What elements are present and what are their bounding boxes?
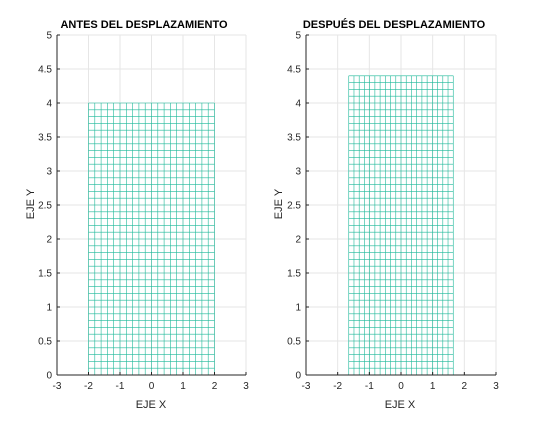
y-tick-label-after: 3.5 xyxy=(287,133,301,144)
xlabel-before: EJE X xyxy=(136,399,167,411)
ylabel-after: EJE Y xyxy=(273,188,285,219)
x-tick-label-before: -1 xyxy=(116,381,125,392)
y-tick-label-before: 4.5 xyxy=(38,65,52,76)
ylabel-before: EJE Y xyxy=(25,188,37,219)
title-before: ANTES DEL DESPLAZAMIENTO xyxy=(60,19,227,31)
y-tick-label-after: 0 xyxy=(295,371,301,382)
y-tick-label-after: 4 xyxy=(295,99,301,110)
x-tick-label-after: 1 xyxy=(430,381,436,392)
subplot-before: ANTES DEL DESPLAZAMIENTO EJE X EJE Y -3-… xyxy=(25,19,249,411)
x-tick-label-after: -1 xyxy=(365,381,374,392)
y-tick-label-before: 4 xyxy=(46,99,52,110)
y-tick-label-after: 3 xyxy=(295,167,301,178)
y-tick-label-after: 2 xyxy=(295,235,301,246)
axes-before: -3 -2 -1 0 1 2 3 0 0.5 1 1.5 2 2.5 3 3.5 4 4.5 5 xyxy=(38,31,249,393)
x-tick-label-after: 3 xyxy=(493,381,499,392)
x-tick-label-after: 2 xyxy=(462,381,468,392)
x-tick-label-before: 2 xyxy=(212,381,218,392)
xlabel-after: EJE X xyxy=(385,399,416,411)
x-tick-label-before: 1 xyxy=(180,381,186,392)
y-tick-label-before: 1.5 xyxy=(38,269,52,280)
mesh-before xyxy=(88,102,215,376)
y-tick-label-before: 5 xyxy=(46,31,52,42)
x-tick-label-before: -2 xyxy=(84,381,93,392)
y-tick-label-before: 3 xyxy=(46,167,52,178)
y-tick-label-after: 2.5 xyxy=(287,201,301,212)
y-tick-label-after: 5 xyxy=(295,31,301,42)
y-tick-label-before: 0 xyxy=(46,371,52,382)
y-tick-label-before: 2.5 xyxy=(38,201,52,212)
y-tick-label-after: 0.5 xyxy=(287,337,301,348)
y-tick-label-after: 1.5 xyxy=(287,269,301,280)
y-tick-label-before: 0.5 xyxy=(38,337,52,348)
subplot-after: DESPUÉS DEL DESPLAZAMIENTO EJE X EJE Y -… xyxy=(273,18,499,411)
mesh-after xyxy=(348,75,454,376)
y-tick-label-before: 3.5 xyxy=(38,133,52,144)
x-tick-label-before: 3 xyxy=(243,381,249,392)
x-tick-label-before: -3 xyxy=(53,381,62,392)
x-tick-label-after: 0 xyxy=(398,381,404,392)
y-tick-label-after: 4.5 xyxy=(287,65,301,76)
y-tick-label-after: 1 xyxy=(295,303,301,314)
y-tick-label-before: 2 xyxy=(46,235,52,246)
x-tick-label-before: 0 xyxy=(149,381,155,392)
y-tick-label-before: 1 xyxy=(46,303,52,314)
title-after: DESPUÉS DEL DESPLAZAMIENTO xyxy=(303,18,486,31)
axes-after: -3 -2 -1 0 1 2 3 0 0.5 1 1.5 2 2.5 3 3.5 4 4.5 5 xyxy=(287,31,499,393)
x-tick-label-after: -3 xyxy=(302,381,311,392)
x-tick-label-after: -2 xyxy=(333,381,342,392)
